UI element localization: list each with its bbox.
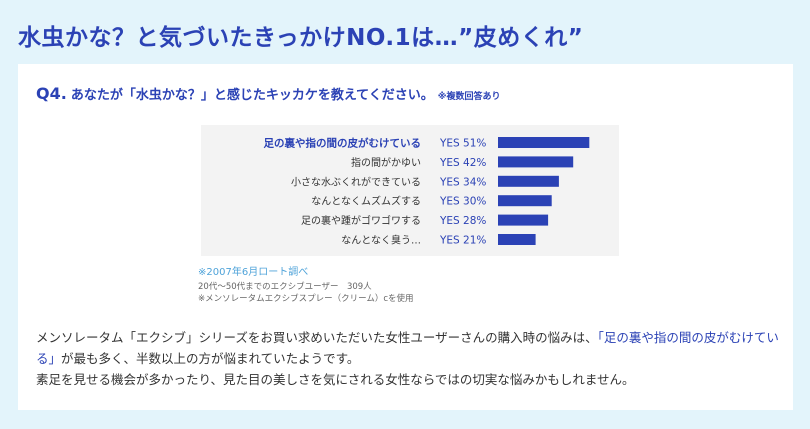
bar [498, 137, 590, 148]
question: Q4. あなたが「水虫かな？」と感じたキッカケを教えてください。 ※複数回答あり [36, 84, 501, 103]
category-label: なんとなく臭う… [341, 234, 421, 247]
chart-box: 足の裏や指の間の皮がむけている YES 51% 指の間がかゆい YES 42% 小さな水… [201, 125, 619, 256]
value-label: YES 51% [439, 138, 486, 150]
bar [498, 214, 549, 226]
content-panel: Q4. あなたが「水虫かな？」と感じたキッカケを教えてください。 ※複数回答あり 足… [18, 64, 793, 410]
page-title: 水虫かな？と気づいたきっかけNO.1は…”皮めくれ” [18, 25, 584, 51]
category-label: 足の裏や指の間の皮がむけている [264, 137, 422, 150]
sample-note: 20代〜50代までのエクシブユーザー 309人 ※メンソレータムエクシブスプレー… [198, 281, 414, 305]
body-text: メンソレータム「エクシブ」シリーズをお買い求めいただいた女性ユーザーさんの購入時… [36, 327, 781, 390]
body-part2: が最も多く、半数以上の方が悩まれていたようです。 [61, 351, 360, 366]
bar [498, 156, 574, 168]
value-label: YES 42% [439, 157, 486, 169]
source-note: ※2007年6月ロート調べ [198, 267, 309, 278]
value-label: YES 34% [439, 176, 486, 188]
question-number: Q4. [36, 84, 67, 103]
value-label: YES 28% [439, 215, 486, 227]
value-label: YES 30% [439, 196, 486, 208]
question-note: ※複数回答あり [437, 92, 501, 102]
body-line2: 素足を見せる機会が多かったり、見た目の美しさを気にされる女性ならではの切実な悩み… [36, 372, 635, 387]
bar [498, 234, 536, 245]
sample-description: 20代〜50代までのエクシブユーザー 309人 [198, 282, 372, 292]
bar [498, 195, 552, 207]
category-label: 指の間がかゆい [351, 156, 421, 169]
value-label: YES 21% [439, 235, 486, 247]
bar-chart: 足の裏や指の間の皮がむけている YES 51% 指の間がかゆい YES 42% 小さな水… [264, 137, 590, 247]
category-label: 足の裏や踵がゴワゴワする [301, 214, 421, 227]
bar [498, 175, 559, 187]
question-text: あなたが「水虫かな？」と感じたキッカケを教えてください。 [70, 88, 434, 103]
category-label: 小さな水ぶくれができている [291, 175, 421, 188]
product-note: ※メンソレータムエクシブスプレー（クリーム）cを使用 [198, 294, 414, 304]
body-highlight: 「足の裏や指の間の皮がむけている」 [36, 330, 779, 366]
category-label: なんとなくムズムズする [311, 195, 421, 208]
body-part1: メンソレータム「エクシブ」シリーズをお買い求めいただいた女性ユーザーさんの購入時… [36, 330, 598, 345]
